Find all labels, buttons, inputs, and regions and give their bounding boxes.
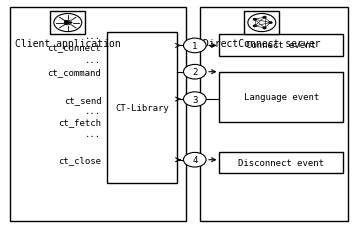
FancyBboxPatch shape — [10, 8, 186, 221]
FancyBboxPatch shape — [50, 12, 85, 35]
Text: 3: 3 — [192, 95, 198, 104]
Circle shape — [64, 21, 71, 26]
Circle shape — [183, 39, 206, 54]
Text: ct_send: ct_send — [64, 95, 101, 104]
Text: ct_connect: ct_connect — [48, 44, 101, 53]
Text: CT-Library: CT-Library — [115, 103, 169, 112]
Text: ...: ... — [85, 107, 101, 116]
Text: Connect event: Connect event — [246, 41, 316, 50]
Text: ...: ... — [85, 129, 101, 138]
Text: ct_close: ct_close — [58, 155, 101, 164]
FancyBboxPatch shape — [220, 72, 343, 123]
Circle shape — [183, 153, 206, 167]
Polygon shape — [64, 21, 73, 26]
Text: ...: ... — [85, 55, 101, 64]
Circle shape — [183, 93, 206, 107]
Text: DirectConnect server: DirectConnect server — [203, 39, 320, 49]
Text: ct_fetch: ct_fetch — [58, 118, 101, 127]
Text: 1: 1 — [192, 42, 198, 51]
Circle shape — [269, 22, 272, 25]
Circle shape — [54, 14, 82, 33]
Text: Disconnect event: Disconnect event — [238, 158, 324, 167]
Circle shape — [183, 65, 206, 80]
Text: ct_command: ct_command — [48, 68, 101, 77]
Circle shape — [253, 19, 257, 21]
Text: 2: 2 — [192, 68, 198, 77]
Circle shape — [248, 14, 276, 33]
FancyBboxPatch shape — [244, 12, 279, 35]
FancyBboxPatch shape — [220, 152, 343, 174]
Text: Client application: Client application — [15, 39, 121, 49]
Text: 4: 4 — [192, 155, 198, 164]
FancyBboxPatch shape — [220, 35, 343, 57]
Circle shape — [253, 26, 257, 28]
FancyBboxPatch shape — [200, 8, 348, 221]
Text: Language event: Language event — [244, 93, 319, 102]
Text: ...: ... — [85, 32, 101, 41]
Circle shape — [263, 17, 266, 19]
FancyBboxPatch shape — [106, 33, 177, 183]
Circle shape — [263, 28, 266, 30]
